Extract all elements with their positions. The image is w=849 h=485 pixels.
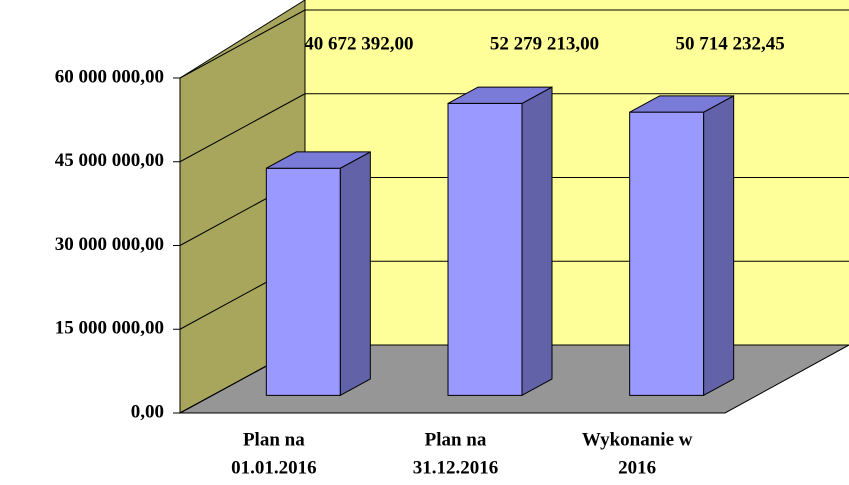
- x-tick-label: 2016: [618, 457, 656, 478]
- y-tick-label: 45 000 000,00: [55, 150, 164, 171]
- data-label: 40 672 392,00: [304, 33, 413, 54]
- y-tick-label: 30 000 000,00: [55, 234, 164, 255]
- x-tick-label: 31.12.2016: [413, 457, 499, 478]
- bar-front: [265, 167, 341, 396]
- data-label: 50 714 232,45: [676, 33, 785, 54]
- bar-side: [339, 151, 371, 397]
- bar-side: [703, 95, 735, 397]
- grid-line: [179, 9, 306, 79]
- x-tick-label: Plan na: [425, 429, 487, 450]
- bar-top: [447, 86, 553, 104]
- bar-front: [629, 111, 705, 396]
- bar-top: [629, 95, 734, 113]
- x-tick-label: Plan na: [243, 429, 305, 450]
- x-tick-label: 01.01.2016: [231, 457, 317, 478]
- data-label: 52 279 213,00: [490, 33, 599, 54]
- grid-line: [179, 93, 306, 163]
- bar-front: [447, 102, 523, 396]
- bar: [447, 86, 553, 397]
- y-tick-label: 15 000 000,00: [55, 318, 164, 339]
- y-tick-label: 60 000 000,00: [55, 66, 164, 87]
- bar-side: [521, 86, 553, 397]
- bar: [629, 95, 735, 397]
- x-tick-label: Wykonanie w: [582, 429, 693, 450]
- y-tick-label: 0,00: [131, 401, 164, 422]
- bar-top: [266, 151, 371, 169]
- bar: [265, 151, 371, 397]
